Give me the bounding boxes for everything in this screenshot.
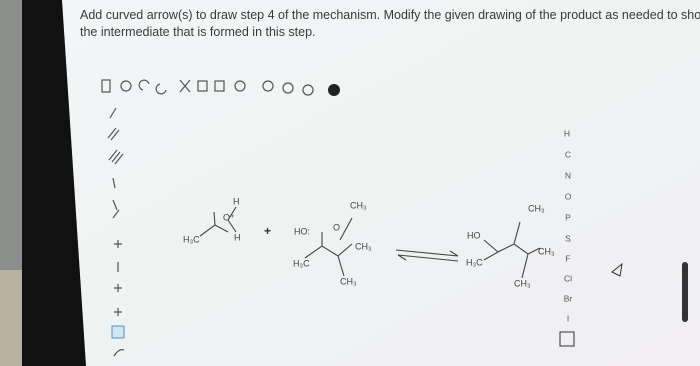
tool-icon[interactable] [282,82,294,94]
tool-icon[interactable] [114,240,122,248]
element-button[interactable]: S [565,233,571,243]
atom-label: CH₃ [514,278,531,288]
atom-label: H [233,196,240,206]
atom-label: CH₃ [340,276,357,286]
atom-label: H [234,232,241,242]
tool-icon[interactable] [179,79,191,93]
element-button[interactable]: Br [564,293,573,303]
tool-icon[interactable] [112,199,118,211]
tool-icon[interactable] [108,149,124,165]
bezel [22,0,86,366]
bond [304,217,353,277]
tool-icon[interactable] [101,79,111,93]
atom-label: HO: [294,226,310,236]
product: HO H₃C CH₃ CH₃ CH₃ [466,203,555,288]
arrow [397,254,459,262]
toolbar [101,79,340,96]
element-button[interactable]: Cl [564,273,572,283]
atom-label: CH₃ [538,246,555,256]
instruction-text: Add curved arrow(s) to draw step 4 of th… [80,8,700,22]
tool-icon[interactable] [302,84,314,96]
left-toolbar [107,107,125,357]
atom-label: CH₃ [355,241,372,251]
tool-icon[interactable] [262,80,274,92]
atom-label: H₃C [183,234,200,244]
element-button[interactable]: I [567,313,569,323]
tool-icon[interactable] [214,80,225,92]
help-icon[interactable] [328,84,340,96]
tool-icon[interactable] [234,80,246,92]
atom-label: HO [467,230,481,240]
element-button[interactable]: N [565,170,571,180]
tool-icon[interactable] [112,209,120,219]
element-button[interactable]: O [565,191,572,201]
plus-sign: + [264,224,271,238]
arrow [395,249,459,257]
element-button[interactable]: H [564,128,570,138]
element-button[interactable]: C [565,149,571,159]
atom-label: H₃C [293,258,310,268]
tool-icon[interactable] [155,83,167,95]
bond [483,221,541,279]
tool-icon[interactable] [107,127,120,141]
atom-label: CH₃ [350,200,367,210]
tool-icon[interactable] [111,325,125,339]
atom-label: O [333,222,340,232]
atom-label: O⁺ [223,212,235,222]
atom-label: CH₃ [528,203,545,213]
tool-icon[interactable] [120,80,132,92]
equilibrium-arrow [395,249,459,262]
bond [199,206,237,237]
tool-icon[interactable] [114,284,122,292]
scrollbar[interactable] [682,262,688,322]
instruction-line: Add curved arrow(s) to draw step 4 of th… [80,8,700,39]
element-list: H C N O P S F Cl Br I [559,128,575,347]
tool-icon[interactable] [112,177,116,189]
atom-label: H₃C [466,257,483,267]
tool-icon[interactable] [113,349,125,357]
tool-icon[interactable] [138,79,150,91]
background-object [0,270,22,366]
element-button[interactable]: P [565,212,571,222]
tool-icon[interactable] [114,308,122,316]
instruction-text: the intermediate that is formed in this … [80,25,316,39]
reactant-2: HO: H₃C O CH₃ CH₃ CH₃ [293,200,372,286]
tool-icon[interactable] [109,107,117,119]
periodic-table-button[interactable] [559,331,575,347]
element-button[interactable]: F [565,253,570,263]
cursor [611,262,623,277]
reactant-1: H₃C H O⁺ H [183,196,241,244]
tool-icon[interactable] [197,80,208,92]
